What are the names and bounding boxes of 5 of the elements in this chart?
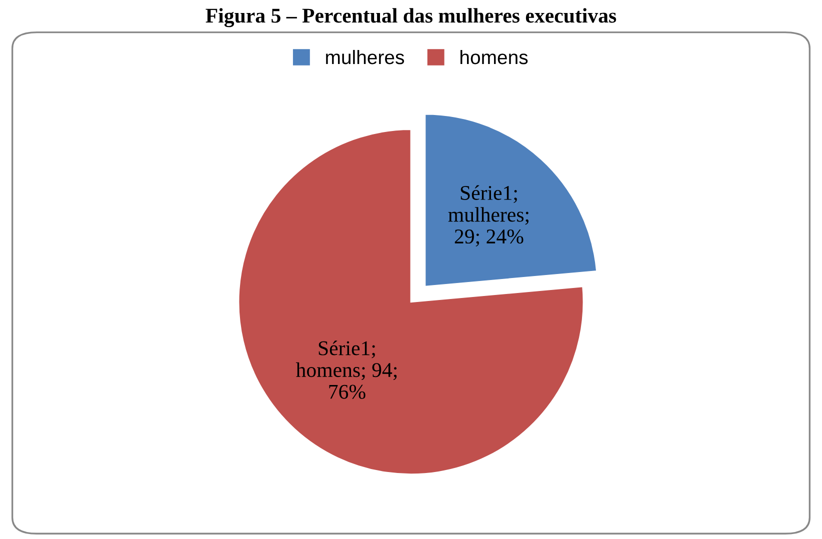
data-label: Série1; mulheres; 29; 24% [448, 185, 528, 247]
chart-title: Figura 5 – Percentual das mulheres executivas [206, 8, 616, 28]
legend-label: homens [460, 50, 528, 64]
legend-label: mulheres [326, 50, 404, 64]
data-label: Série1; homens; 94; 76% [296, 340, 397, 399]
